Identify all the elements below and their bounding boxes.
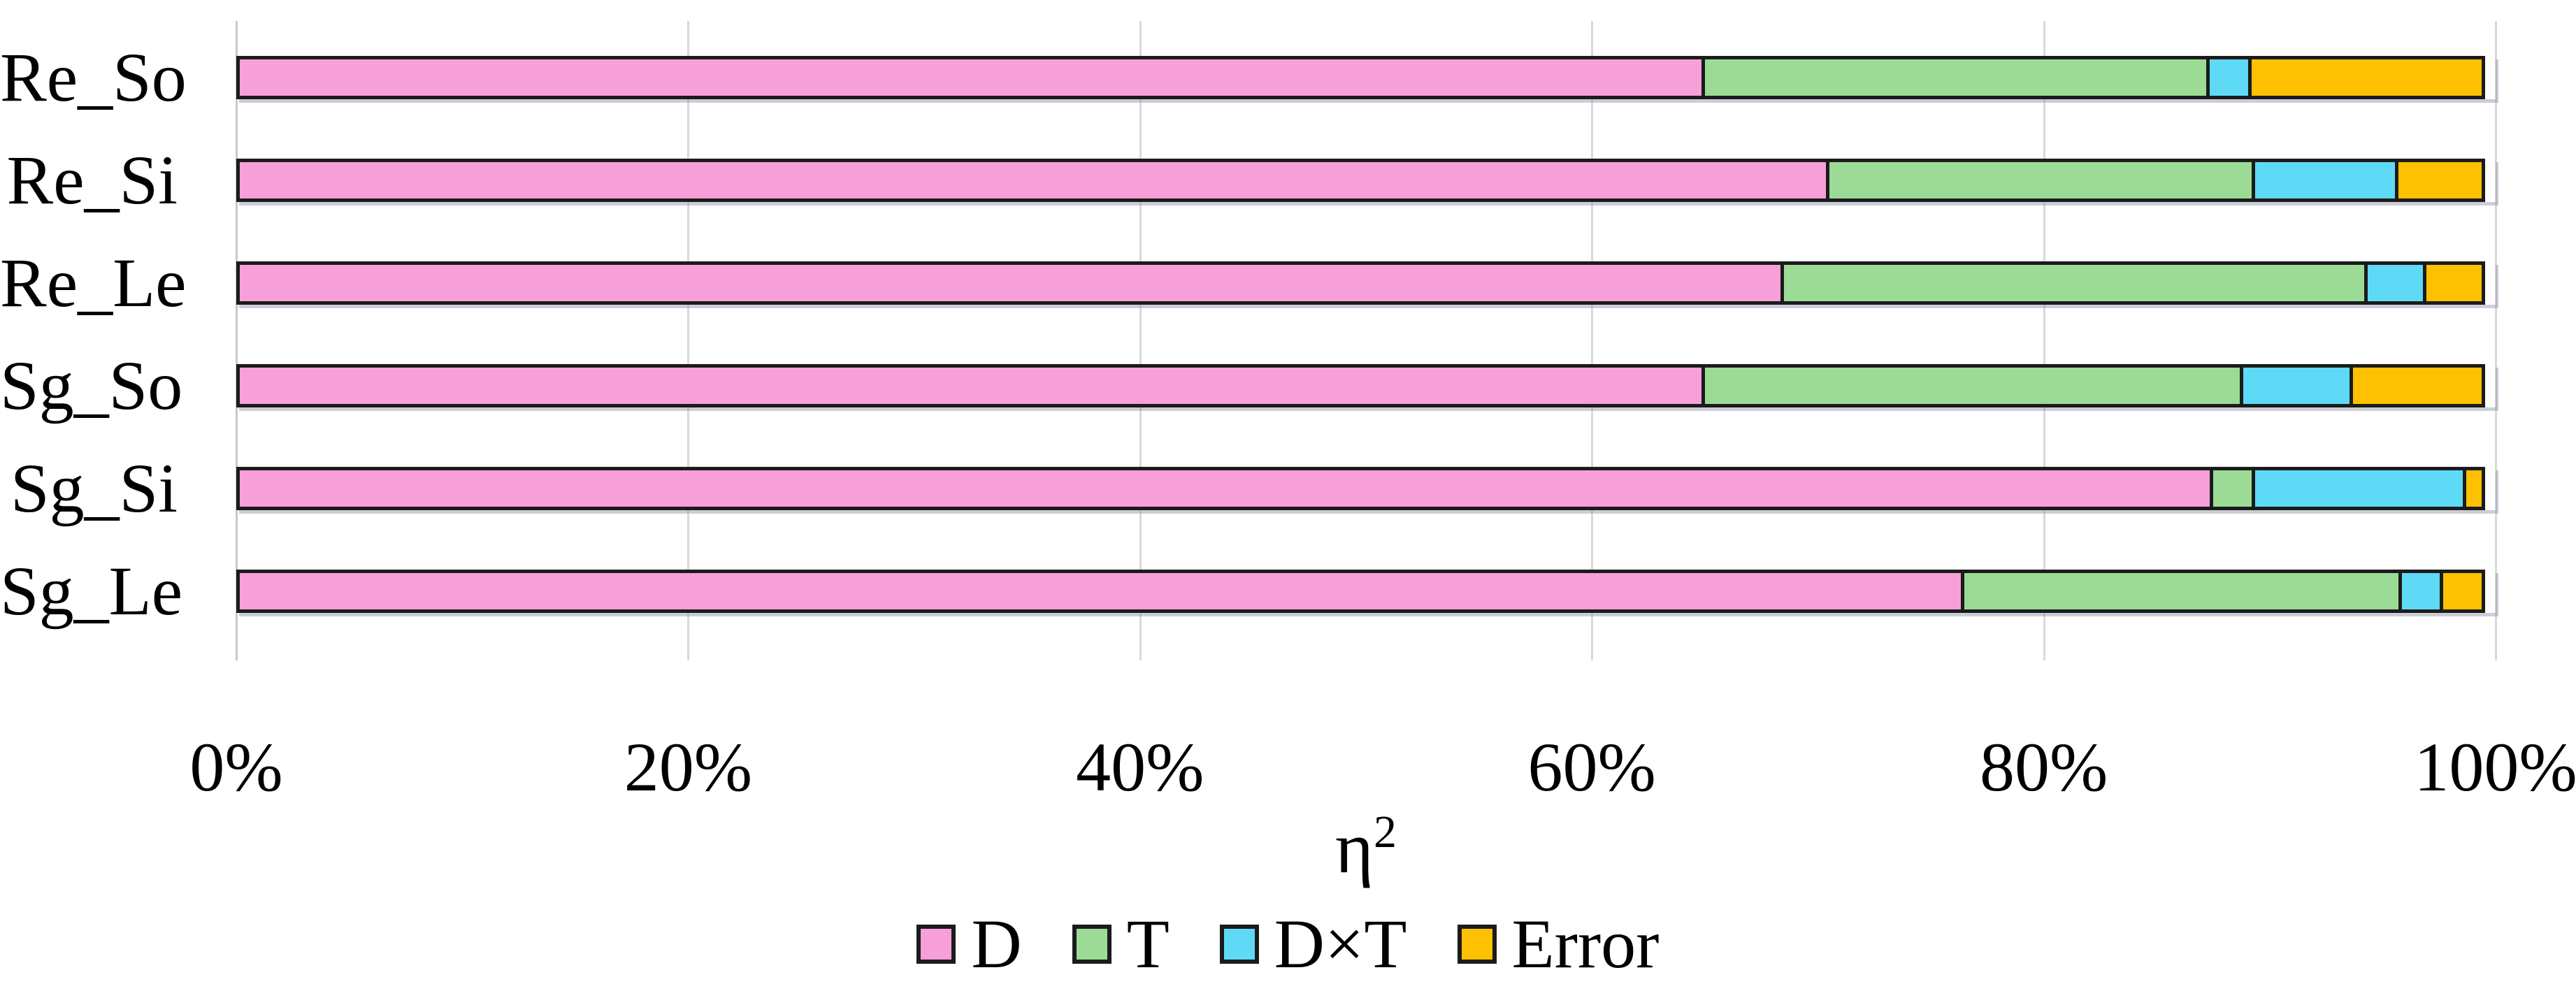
bar-row <box>236 159 2496 202</box>
legend-swatch-t <box>1072 925 1111 964</box>
plot-area <box>236 21 2497 660</box>
bar-segment-d <box>236 570 1965 613</box>
bar-segment-error <box>2394 159 2485 202</box>
x-tick-label: 40% <box>1076 728 1204 806</box>
bar-segment-dxt <box>2206 56 2252 99</box>
y-axis-line <box>236 21 238 660</box>
bar-segment-t <box>1825 159 2255 202</box>
legend-label: T <box>1126 905 1170 983</box>
bar-segment-error <box>2440 570 2485 613</box>
x-tick-label: 80% <box>1979 728 2108 806</box>
category-label: Re_Si <box>6 141 178 219</box>
bar-segment-d <box>236 467 2213 510</box>
bar-segment-dxt <box>2251 159 2398 202</box>
bar-segment-t <box>1701 56 2210 99</box>
category-label: Sg_Si <box>10 449 178 527</box>
bar-segment-d <box>236 364 1705 407</box>
category-label: Sg_So <box>0 347 183 424</box>
x-axis-title-base: η <box>1335 806 1374 888</box>
bar-row <box>236 364 2496 407</box>
x-gridline <box>1139 21 1142 660</box>
bar-row <box>236 467 2496 510</box>
category-label: Sg_Le <box>0 552 183 630</box>
x-axis-title-exponent: 2 <box>1373 806 1397 858</box>
legend-item: D×T <box>1219 905 1407 983</box>
bar-segment-error <box>2350 364 2485 407</box>
category-label: Re_Le <box>0 244 187 321</box>
bar-row <box>236 261 2496 305</box>
bar-segment-dxt <box>2398 570 2444 613</box>
bar-segment-t <box>2210 467 2255 510</box>
bar-segment-error <box>2247 56 2485 99</box>
legend-item: Error <box>1457 905 1660 983</box>
x-gridline <box>2043 21 2045 660</box>
x-axis-title: η2 <box>236 802 2496 893</box>
legend-label: Error <box>1511 905 1660 983</box>
x-tick-label: 0% <box>189 728 283 806</box>
bar-segment-error <box>2462 467 2485 510</box>
category-label: Re_So <box>0 38 187 116</box>
bar-segment-dxt <box>2240 364 2354 407</box>
bar-segment-dxt <box>2251 467 2466 510</box>
bar-segment-t <box>1780 261 2368 305</box>
bar-segment-d <box>236 159 1829 202</box>
x-gridline <box>2495 21 2497 660</box>
bar-segment-d <box>236 56 1705 99</box>
legend-swatch-error <box>1457 925 1497 964</box>
x-tick-label: 20% <box>624 728 753 806</box>
legend-label: D×T <box>1274 905 1407 983</box>
legend: D T D×T Error <box>0 906 2576 983</box>
x-gridline <box>687 21 690 660</box>
x-tick-label: 60% <box>1527 728 1656 806</box>
bar-segment-t <box>1701 364 2244 407</box>
bar-segment-dxt <box>2364 261 2427 305</box>
bar-row <box>236 56 2496 99</box>
bar-segment-error <box>2423 261 2485 305</box>
legend-item: D <box>916 905 1022 983</box>
bar-segment-d <box>236 261 1784 305</box>
x-tick-label: 100% <box>2414 728 2576 806</box>
bar-segment-t <box>1961 570 2402 613</box>
legend-swatch-dxt <box>1219 925 1259 964</box>
legend-label: D <box>971 905 1022 983</box>
x-gridline <box>1591 21 1594 660</box>
bar-row <box>236 570 2496 613</box>
legend-swatch-d <box>916 925 956 964</box>
legend-item: T <box>1072 906 1170 983</box>
